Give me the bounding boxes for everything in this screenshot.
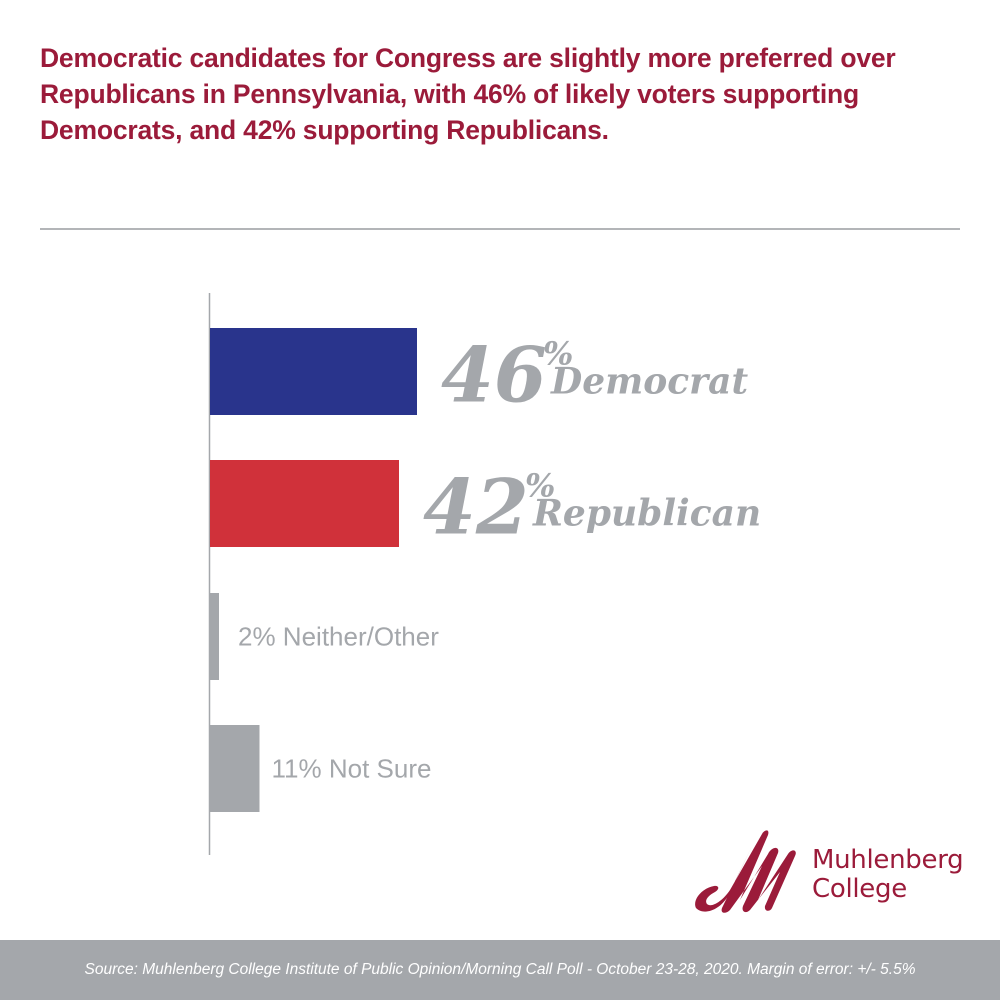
value-label-republican: 42 bbox=[423, 463, 529, 552]
value-label-democrat: 46 bbox=[441, 331, 547, 420]
value-label-not-sure: 11% Not Sure bbox=[272, 754, 432, 784]
bar-not-sure bbox=[210, 725, 260, 812]
percent-sign-democrat: % bbox=[543, 335, 573, 373]
logo-wordmark: Muhlenberg College bbox=[812, 845, 964, 904]
muhlenberg-college-logo: Muhlenberg College bbox=[692, 826, 982, 916]
bar-republican bbox=[210, 460, 399, 547]
bar-democrat bbox=[210, 328, 417, 415]
logo-line-2: College bbox=[812, 874, 907, 904]
script-m-logo-icon bbox=[695, 830, 796, 913]
percent-sign-republican: % bbox=[525, 467, 555, 505]
bars-group bbox=[210, 328, 417, 812]
bar-neither-other bbox=[210, 593, 219, 680]
source-footer: Source: Muhlenberg College Institute of … bbox=[0, 940, 1000, 1000]
category-label-republican: Republican bbox=[532, 493, 761, 535]
chart-headline: Democratic candidates for Congress are s… bbox=[40, 43, 896, 145]
category-label-democrat: Democrat bbox=[550, 361, 748, 403]
value-label-neither-other: 2% Neither/Other bbox=[238, 622, 439, 652]
headline-divider bbox=[40, 228, 960, 230]
source-text: Source: Muhlenberg College Institute of … bbox=[84, 961, 916, 978]
logo-line-1: Muhlenberg bbox=[812, 845, 964, 875]
